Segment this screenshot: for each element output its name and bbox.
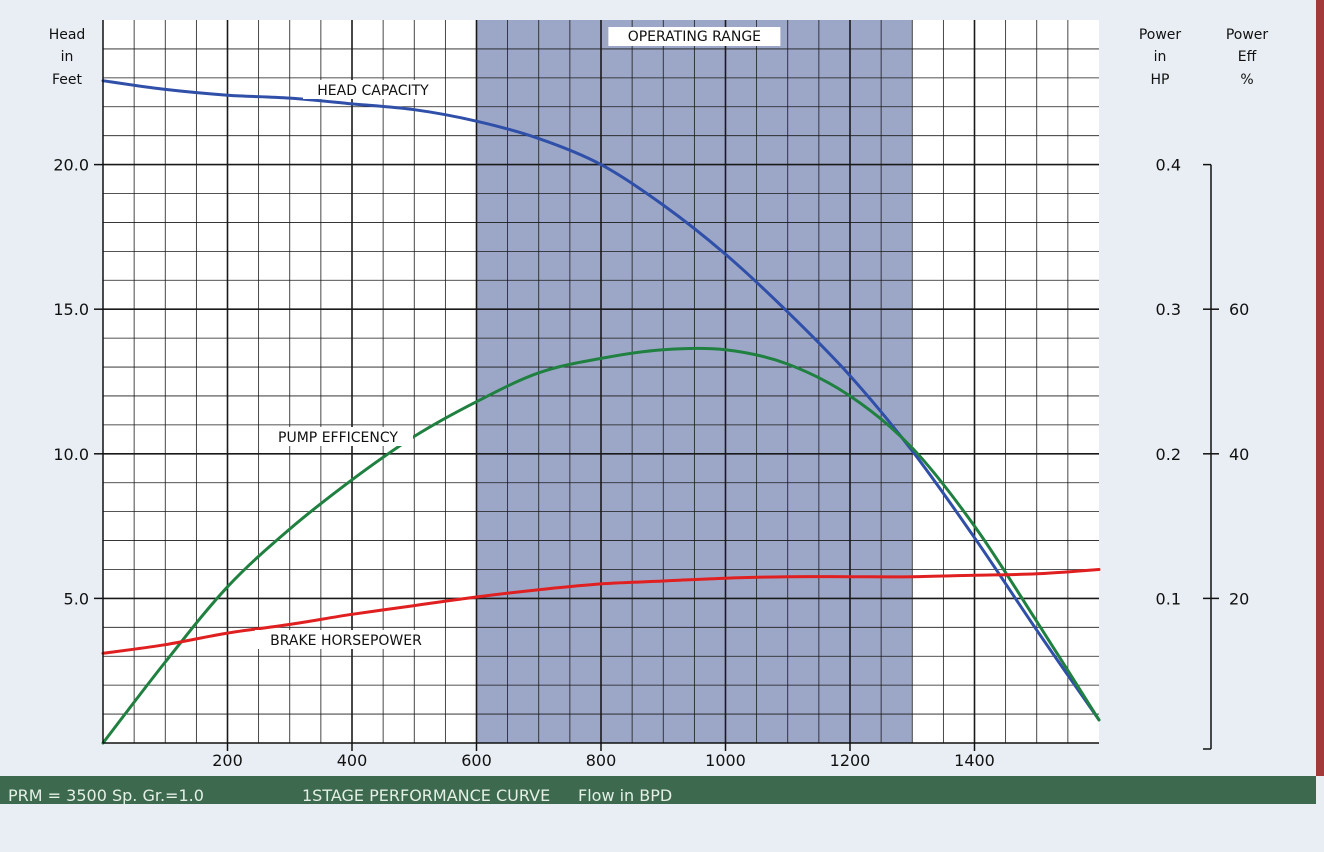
power-tick-label: 0.3 bbox=[1156, 300, 1181, 319]
eff-axis-title-line3: % bbox=[1240, 72, 1253, 88]
head-capacity-curve-label-bg bbox=[303, 80, 443, 99]
power-axis: 0.1 0.2 0.3 0.4 bbox=[1156, 156, 1212, 750]
footer-flow: Flow in BPD bbox=[578, 786, 673, 805]
curves bbox=[101, 79, 1101, 745]
power-axis-title-line1: Power bbox=[1139, 27, 1182, 43]
power-axis-title-line2: in bbox=[1154, 49, 1167, 65]
x-tick-label: 600 bbox=[461, 751, 492, 770]
x-tick-label: 200 bbox=[212, 751, 243, 770]
head-capacity-curve-label: HEAD CAPACITY bbox=[317, 83, 429, 99]
x-axis-ticks: 200 400 600 800 1000 1200 1400 bbox=[212, 743, 995, 770]
x-tick-label: 1400 bbox=[954, 751, 995, 770]
x-tick-label: 1000 bbox=[705, 751, 746, 770]
right-edge-bar bbox=[1316, 0, 1324, 776]
grid-minor bbox=[103, 20, 1099, 743]
eff-tick-label: 20 bbox=[1229, 589, 1249, 608]
footer-rpm: PRM = 3500 Sp. Gr.=1.0 bbox=[8, 786, 204, 805]
power-tick-label: 0.2 bbox=[1156, 445, 1181, 464]
axis-titles: Head in Feet Power in HP Power Eff % bbox=[49, 27, 1269, 88]
efficiency-axis: 20 40 60 bbox=[1211, 300, 1249, 608]
pump-efficiency-curve bbox=[101, 346, 1101, 745]
power-tick-label: 0.4 bbox=[1156, 156, 1181, 175]
power-tick-label: 0.1 bbox=[1156, 589, 1181, 608]
head-axis-ticks: 5.0 10.0 15.0 20.0 bbox=[53, 156, 103, 608]
x-tick-label: 1200 bbox=[830, 751, 871, 770]
head-tick-label: 10.0 bbox=[53, 445, 89, 464]
performance-chart: OPERATING RANGE HEAD CAPACITY PUMP EFFICE… bbox=[49, 20, 1269, 770]
eff-axis-title-line2: Eff bbox=[1238, 49, 1257, 65]
brake-horsepower-curve-label-bg bbox=[255, 630, 437, 649]
operating-range-label-bg bbox=[608, 27, 781, 46]
head-tick-label: 20.0 bbox=[53, 156, 89, 175]
x-tick-label: 800 bbox=[586, 751, 617, 770]
head-axis-title-line2: in bbox=[61, 49, 74, 65]
brake-horsepower-curve-label: BRAKE HORSEPOWER bbox=[270, 633, 422, 649]
eff-tick-label: 40 bbox=[1229, 445, 1249, 464]
pump-efficiency-curve-label: PUMP EFFICENCY bbox=[278, 430, 398, 446]
brake-horsepower-curve bbox=[101, 568, 1101, 655]
eff-axis-title-line1: Power bbox=[1226, 27, 1269, 43]
head-capacity-curve bbox=[101, 79, 1101, 722]
pump-efficiency-curve-label-bg bbox=[263, 427, 413, 446]
head-axis-title-line1: Head bbox=[49, 27, 86, 43]
eff-tick-label: 60 bbox=[1229, 300, 1249, 319]
head-tick-label: 15.0 bbox=[53, 300, 89, 319]
footer-bar: PRM = 3500 Sp. Gr.=1.0 1STAGE PERFORMANC… bbox=[0, 776, 1316, 804]
head-axis-title-line3: Feet bbox=[52, 72, 83, 88]
footer-title: 1STAGE PERFORMANCE CURVE bbox=[302, 786, 551, 805]
x-tick-label: 400 bbox=[337, 751, 368, 770]
curve-labels: HEAD CAPACITY PUMP EFFICENCY BRAKE HORSEPO… bbox=[255, 80, 443, 649]
power-axis-title-line3: HP bbox=[1151, 72, 1170, 88]
head-tick-label: 5.0 bbox=[64, 589, 89, 608]
operating-range-label: OPERATING RANGE bbox=[628, 29, 761, 45]
